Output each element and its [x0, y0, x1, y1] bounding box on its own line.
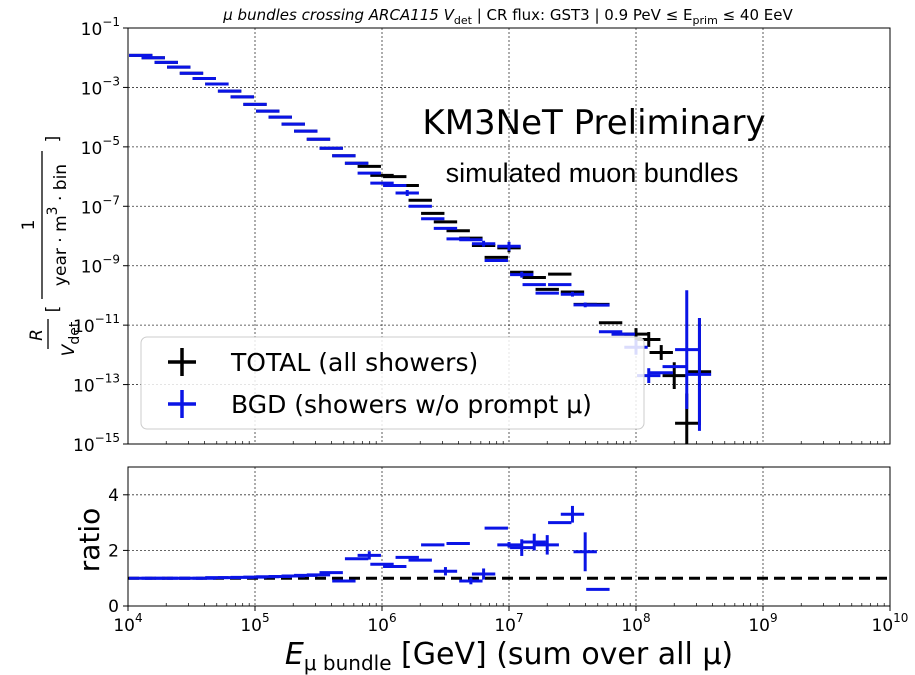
y-tick-exp: −9 — [102, 253, 120, 267]
y-label-fraction: RVdet — [27, 321, 83, 356]
legend-text: BGD (showers w/o prompt μ) — [231, 390, 592, 419]
y-tick-label: 10−9 — [81, 253, 120, 278]
x-label-sub: μ bundle — [304, 651, 392, 675]
title-part: μ bundles crossing ARCA115 V — [222, 6, 455, 24]
x-tick-exp: 6 — [389, 611, 397, 625]
x-tick-base: 10 — [748, 616, 770, 636]
x-tick-base: 10 — [494, 616, 516, 636]
annotation-text: KM3NeT Preliminary — [422, 103, 765, 143]
y-tick-label: 10−13 — [73, 372, 120, 397]
y-tick-exp: −7 — [102, 193, 120, 207]
y-num: 1 — [19, 220, 39, 231]
watermark-annotation: KM3NeT Preliminary — [422, 103, 765, 143]
bottom-panel — [123, 466, 891, 611]
y-tick-base: 10 — [73, 436, 95, 456]
y-tick-label: 10−15 — [73, 431, 120, 456]
ratio-y-tick-label: 4 — [108, 486, 119, 506]
ratio-axis-label: ratio — [73, 508, 106, 573]
legend-label: BGD (showers w/o prompt μ) — [231, 390, 592, 419]
y-tick-base: 10 — [81, 79, 103, 99]
x-tick-base: 10 — [621, 616, 643, 636]
y-tick-exp: −15 — [95, 431, 120, 445]
y-tick-label: 10−1 — [81, 15, 120, 40]
title-part: | CR flux: GST3 | 0.9 PeV ≤ E — [472, 6, 693, 24]
ratio-y-tick-label: 0 — [108, 597, 119, 617]
ratio-tick-text: 0 — [108, 597, 119, 617]
ratio-tick-text: 4 — [108, 486, 119, 506]
y-label-bracket: [ — [43, 306, 63, 313]
y-frac-det: det — [67, 321, 83, 345]
chart-title: μ bundles crossing ARCA115 Vdet | CR flu… — [222, 6, 793, 27]
x-tick-label: 104 — [113, 611, 142, 636]
y-den-sup: 3 — [45, 206, 61, 215]
title-sub: det — [454, 14, 473, 27]
y-tick-base: 10 — [73, 317, 95, 337]
y-tick-label: 10−11 — [73, 312, 120, 337]
y-tick-exp: −3 — [102, 74, 120, 88]
y-tick-label: 10−3 — [81, 74, 120, 99]
legend-text: TOTAL (all showers) — [230, 348, 478, 377]
y-axis-label: RVdet [1 year · m3 · bin] — [19, 136, 83, 357]
x-tick-base: 10 — [240, 616, 262, 636]
ratio-label-text: ratio — [73, 508, 106, 573]
x-tick-exp: 7 — [516, 611, 524, 625]
x-tick-label: 109 — [748, 611, 777, 636]
legend-box — [140, 336, 645, 430]
y-frac-R: R — [27, 329, 47, 341]
x-tick-exp: 10 — [893, 611, 908, 625]
annotation-text: simulated muon bundles — [446, 158, 739, 188]
y-label-denominator: year · m3 · bin — [45, 164, 71, 286]
y-tick-base: 10 — [81, 198, 103, 218]
ratio-series — [129, 505, 610, 591]
y-tick-exp: −1 — [102, 15, 120, 29]
y-tick-label: 10−5 — [81, 134, 120, 159]
y-frac-V: V — [59, 343, 79, 356]
y-label-bracket: ] — [43, 136, 63, 143]
x-label-E: E — [285, 637, 304, 672]
x-tick-base: 10 — [872, 616, 894, 636]
legend-label: TOTAL (all showers) — [230, 348, 478, 377]
x-tick-exp: 8 — [643, 611, 651, 625]
x-tick-exp: 5 — [262, 611, 270, 625]
y-tick-base: 10 — [81, 139, 103, 159]
legend: TOTAL (all showers) BGD (showers w/o prom… — [140, 336, 645, 430]
y-label-numerator: 1 — [19, 220, 39, 231]
ratio-tick-text: 2 — [108, 541, 119, 561]
x-tick-base: 10 — [113, 616, 135, 636]
y-tick-label: 10−7 — [81, 193, 120, 218]
y-tick-base: 10 — [81, 258, 103, 278]
x-tick-exp: 9 — [770, 611, 778, 625]
x-tick-label: 1010 — [872, 611, 909, 636]
y-den: · bin — [51, 164, 71, 207]
x-label-rest: [GeV] (sum over all μ) — [392, 637, 734, 672]
y-den: year · m — [51, 215, 71, 286]
x-tick-exp: 4 — [135, 611, 143, 625]
subtitle-annotation: simulated muon bundles — [446, 158, 739, 188]
y-tick-exp: −5 — [102, 134, 120, 148]
y-tick-exp: −13 — [95, 372, 120, 386]
x-axis-label: Eμ bundle [GeV] (sum over all μ) — [285, 637, 733, 675]
x-tick-label: 105 — [240, 611, 269, 636]
y-tick-base: 10 — [73, 377, 95, 397]
bgd-series — [129, 53, 712, 431]
x-tick-base: 10 — [367, 616, 389, 636]
title-sub: prim — [693, 14, 718, 27]
ratio-y-tick-label: 2 — [108, 541, 119, 561]
x-tick-label: 108 — [621, 611, 650, 636]
y-tick-base: 10 — [81, 20, 103, 40]
ratio-label: ratio — [73, 508, 106, 573]
y-tick-exp: −11 — [95, 312, 120, 326]
x-tick-label: 107 — [494, 611, 523, 636]
title-part: ≤ 40 EeV — [718, 6, 794, 24]
axes-frame-top — [127, 27, 891, 445]
x-tick-label: 106 — [367, 611, 396, 636]
